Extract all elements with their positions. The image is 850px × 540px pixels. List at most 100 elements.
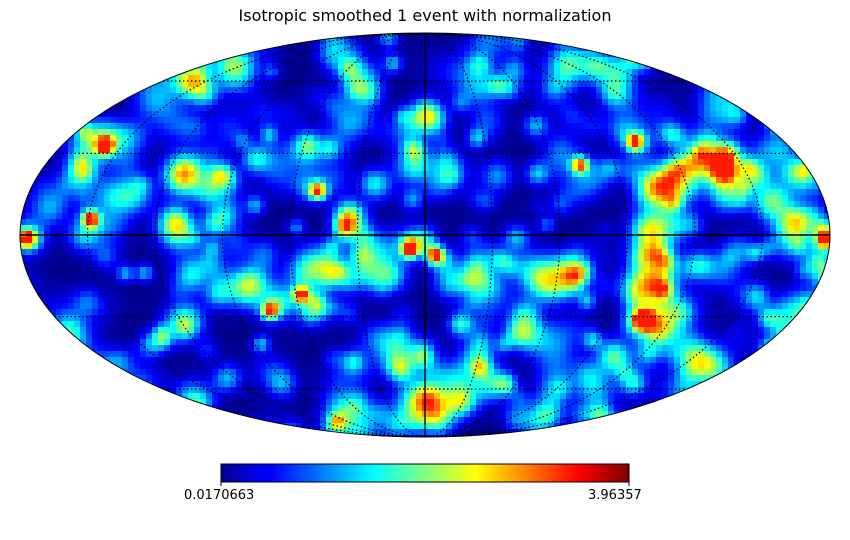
heatmap-cell (170, 105, 177, 112)
heatmap-cell (254, 153, 261, 160)
heatmap-cell (62, 255, 69, 262)
heatmap-cell (674, 117, 681, 124)
heatmap-cell (716, 195, 723, 202)
heatmap-cell (548, 225, 555, 232)
heatmap-cell (398, 201, 405, 208)
heatmap-cell (530, 57, 537, 64)
heatmap-cell (470, 153, 477, 160)
heatmap-cell (530, 225, 537, 232)
heatmap-cell (680, 177, 687, 184)
heatmap-cell (500, 201, 507, 208)
heatmap-cell (506, 225, 513, 232)
heatmap-cell (122, 165, 129, 172)
heatmap-cell (362, 105, 369, 112)
heatmap-cell (602, 159, 609, 166)
heatmap-cell (428, 141, 435, 148)
heatmap-cell (596, 183, 603, 190)
heatmap-cell (326, 39, 333, 46)
heatmap-cell (428, 39, 435, 46)
heatmap-cell (224, 87, 231, 94)
heatmap-cell (506, 183, 513, 190)
heatmap-cell (536, 165, 543, 172)
heatmap-cell (344, 213, 351, 220)
heatmap-cell (206, 123, 213, 130)
heatmap-cell (476, 213, 483, 220)
heatmap-cell (704, 243, 711, 250)
heatmap-cell (680, 189, 687, 196)
heatmap-cell (440, 129, 447, 136)
heatmap-cell (458, 231, 465, 238)
heatmap-cell (518, 195, 525, 202)
heatmap-cell (446, 81, 453, 88)
heatmap-cell (146, 195, 153, 202)
heatmap-cell (560, 51, 567, 58)
heatmap-cell (176, 213, 183, 220)
heatmap-cell (254, 135, 261, 142)
heatmap-cell (266, 285, 273, 292)
heatmap-cell (380, 117, 387, 124)
heatmap-cell (50, 267, 57, 274)
heatmap-cell (758, 165, 765, 172)
heatmap-cell (734, 267, 741, 274)
heatmap-cell (452, 69, 459, 76)
heatmap-cell (584, 207, 591, 214)
heatmap-cell (362, 153, 369, 160)
heatmap-cell (134, 117, 141, 124)
heatmap-cell (566, 273, 573, 280)
heatmap-cell (758, 225, 765, 232)
heatmap-cell (500, 249, 507, 256)
heatmap-cell (254, 111, 261, 118)
heatmap-cell (104, 117, 111, 124)
heatmap-cell (188, 255, 195, 262)
heatmap-cell (578, 93, 585, 100)
heatmap-cell (236, 129, 243, 136)
heatmap-cell (86, 135, 93, 142)
heatmap-cell (524, 75, 531, 82)
heatmap-cell (356, 123, 363, 130)
heatmap-cell (104, 225, 111, 232)
heatmap-cell (380, 135, 387, 142)
heatmap-cell (284, 237, 291, 244)
heatmap-cell (362, 279, 369, 286)
heatmap-cell (410, 165, 417, 172)
heatmap-cell (428, 87, 435, 94)
heatmap-cell (434, 183, 441, 190)
heatmap-cell (524, 147, 531, 154)
heatmap-cell (524, 189, 531, 196)
heatmap-cell (230, 63, 237, 70)
heatmap-cell (344, 51, 351, 58)
heatmap-cell (704, 249, 711, 256)
heatmap-cell (596, 129, 603, 136)
heatmap-cell (602, 201, 609, 208)
heatmap-cell (176, 177, 183, 184)
heatmap-cell (164, 117, 171, 124)
heatmap-cell (602, 267, 609, 274)
heatmap-cell (560, 69, 567, 76)
heatmap-cell (122, 231, 129, 238)
heatmap-cell (770, 141, 777, 148)
heatmap-cell (374, 111, 381, 118)
heatmap-cell (656, 243, 663, 250)
heatmap-cell (464, 147, 471, 154)
heatmap-cell (374, 51, 381, 58)
heatmap-cell (560, 273, 567, 280)
heatmap-cell (260, 189, 267, 196)
heatmap-cell (650, 123, 657, 130)
heatmap-cell (458, 261, 465, 268)
heatmap-cell (758, 153, 765, 160)
heatmap-cell (404, 207, 411, 214)
heatmap-cell (776, 273, 783, 280)
heatmap-cell (260, 219, 267, 226)
heatmap-cell (584, 243, 591, 250)
heatmap-cell (524, 279, 531, 286)
heatmap-cell (284, 285, 291, 292)
heatmap-cell (194, 279, 201, 286)
heatmap-cell (506, 195, 513, 202)
heatmap-cell (482, 69, 489, 76)
heatmap-cell (614, 123, 621, 130)
heatmap-cell (458, 159, 465, 166)
heatmap-cell (680, 231, 687, 238)
heatmap-cell (476, 219, 483, 226)
heatmap-cell (602, 93, 609, 100)
heatmap-cell (338, 81, 345, 88)
